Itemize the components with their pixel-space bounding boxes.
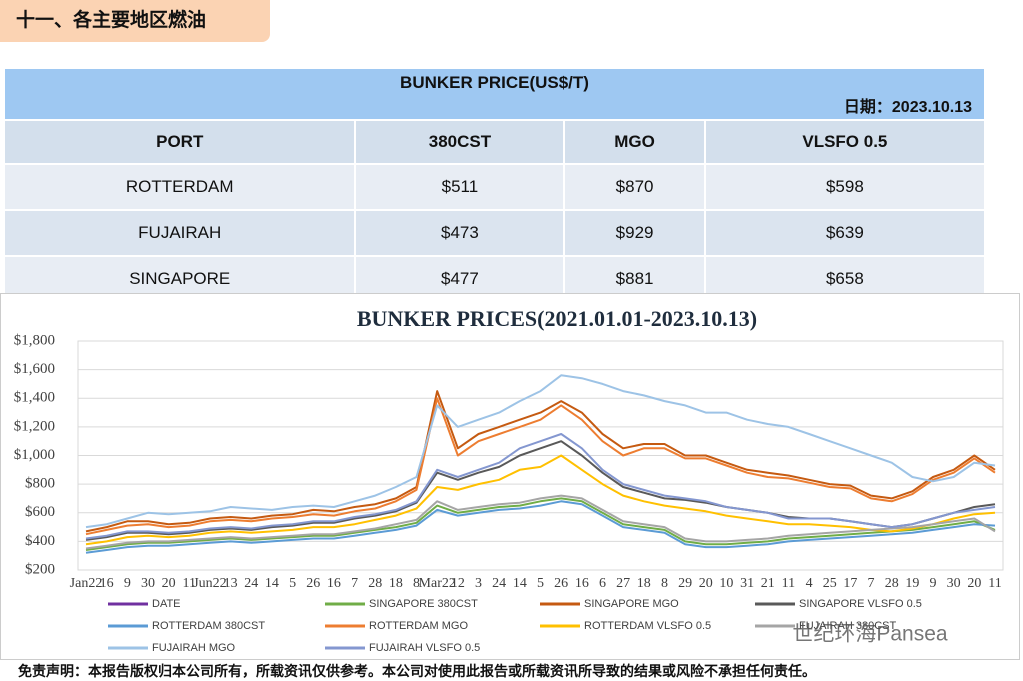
y-tick-label: $600 bbox=[25, 504, 55, 520]
x-tick-label: 28 bbox=[368, 576, 382, 591]
x-tick-label: 31 bbox=[740, 576, 754, 591]
x-tick-label: 18 bbox=[637, 576, 651, 591]
x-tick-label: 16 bbox=[327, 576, 341, 591]
x-tick-label: 26 bbox=[306, 576, 320, 591]
x-tick-label: 16 bbox=[575, 576, 589, 591]
table-title: BUNKER PRICE(US$/T) bbox=[400, 73, 589, 92]
column-header: PORT bbox=[5, 121, 357, 163]
x-tick-label: 5 bbox=[537, 576, 544, 591]
table-cell: ROTTERDAM bbox=[5, 165, 357, 209]
x-tick-label: 18 bbox=[389, 576, 403, 591]
series-line bbox=[85, 497, 996, 551]
x-tick-label: 19 bbox=[905, 576, 919, 591]
table-cell: $473 bbox=[356, 211, 566, 255]
legend-label: SINGAPORE VLSFO 0.5 bbox=[799, 598, 922, 610]
watermark: 世纪环海Pansea bbox=[792, 623, 948, 646]
price-table: BUNKER PRICE(US$/T) 日期：2023.10.13 PORT 38… bbox=[5, 67, 986, 303]
x-tick-label: 20 bbox=[699, 576, 713, 591]
x-tick-label: 17 bbox=[843, 576, 857, 591]
y-tick-label: $400 bbox=[25, 533, 55, 549]
series-line bbox=[85, 433, 996, 540]
x-tick-label: 24 bbox=[492, 576, 506, 591]
x-tick-label: 12 bbox=[451, 576, 465, 591]
series-line bbox=[85, 397, 996, 536]
table-cell: $929 bbox=[565, 211, 706, 255]
table-date: 日期：2023.10.13 bbox=[843, 99, 972, 116]
table-cell: $511 bbox=[356, 165, 566, 209]
x-tick-label: 11 bbox=[782, 576, 795, 591]
legend-label: DATE bbox=[152, 598, 181, 610]
section-title: 十一、各主要地区燃油 bbox=[0, 0, 270, 42]
chart: BUNKER PRICES(2021.01.01-2023.10.13) $20… bbox=[0, 293, 1020, 660]
table-row: ROTTERDAM $511 $870 $598 bbox=[5, 165, 986, 209]
x-tick-label: Jun22 bbox=[193, 576, 226, 591]
table-cell: $870 bbox=[565, 165, 706, 209]
table-title-cell: BUNKER PRICE(US$/T) 日期：2023.10.13 bbox=[5, 69, 986, 119]
column-header: VLSFO 0.5 bbox=[705, 121, 986, 163]
table-row: FUJAIRAH $473 $929 $639 bbox=[5, 211, 986, 255]
x-tick-label: 11 bbox=[183, 576, 196, 591]
column-header: MGO bbox=[565, 121, 706, 163]
x-tick-label: 13 bbox=[224, 576, 238, 591]
x-tick-label: 14 bbox=[265, 576, 279, 591]
x-tick-label: 9 bbox=[124, 576, 131, 591]
series-line bbox=[85, 494, 996, 550]
x-tick-label: 10 bbox=[719, 576, 733, 591]
series-line bbox=[85, 374, 996, 529]
x-tick-label: 11 bbox=[988, 576, 1001, 591]
x-tick-label: 21 bbox=[761, 576, 775, 591]
x-tick-label: 6 bbox=[599, 576, 606, 591]
column-header: 380CST bbox=[356, 121, 566, 163]
chart-frame bbox=[0, 293, 1020, 660]
y-tick-label: $200 bbox=[25, 561, 55, 577]
y-tick-label: $1,000 bbox=[14, 447, 55, 463]
legend-label: FUJAIRAH 380CST bbox=[799, 620, 896, 632]
x-tick-label: 8 bbox=[661, 576, 668, 591]
series-line bbox=[85, 454, 996, 546]
x-tick-label: 7 bbox=[351, 576, 358, 591]
disclaimer: 免责声明：本报告版权归本公司所有，所载资讯仅供参考。本公司对使用此报告或所载资讯… bbox=[18, 663, 816, 679]
x-tick-label: 20 bbox=[162, 576, 176, 591]
x-tick-label: 8 bbox=[413, 576, 420, 591]
x-tick-label: 14 bbox=[513, 576, 527, 591]
table-cell: $639 bbox=[705, 211, 986, 255]
y-tick-label: $1,800 bbox=[14, 332, 55, 348]
x-tick-label: 25 bbox=[823, 576, 837, 591]
x-tick-label: 29 bbox=[678, 576, 692, 591]
x-tick-label: 3 bbox=[475, 576, 482, 591]
y-tick-label: $1,200 bbox=[14, 418, 55, 434]
x-tick-label: 9 bbox=[930, 576, 937, 591]
table-cell: $598 bbox=[705, 165, 986, 209]
legend-label: FUJAIRAH VLSFO 0.5 bbox=[369, 642, 480, 654]
legend-label: SINGAPORE 380CST bbox=[369, 598, 478, 610]
x-tick-label: 28 bbox=[885, 576, 899, 591]
x-tick-label: 7 bbox=[868, 576, 875, 591]
x-tick-label: 30 bbox=[141, 576, 155, 591]
legend-label: ROTTERDAM MGO bbox=[369, 620, 468, 632]
series-line bbox=[85, 500, 996, 554]
y-tick-label: $1,400 bbox=[14, 390, 55, 406]
x-tick-label: Mar22 bbox=[419, 576, 456, 591]
legend-label: ROTTERDAM 380CST bbox=[152, 620, 265, 632]
legend-label: SINGAPORE MGO bbox=[584, 598, 679, 610]
x-tick-label: 20 bbox=[967, 576, 981, 591]
table-row: SINGAPORE $477 $881 $658 bbox=[5, 257, 986, 301]
legend-label: ROTTERDAM VLSFO 0.5 bbox=[584, 620, 711, 632]
y-tick-label: $800 bbox=[25, 476, 55, 492]
x-tick-label: 27 bbox=[616, 576, 630, 591]
x-tick-label: 4 bbox=[806, 576, 813, 591]
header-row: PORT 380CST MGO VLSFO 0.5 bbox=[5, 121, 986, 163]
chart-title: BUNKER PRICES(2021.01.01-2023.10.13) bbox=[357, 306, 757, 331]
y-tick-label: $1,600 bbox=[14, 361, 55, 377]
x-tick-label: 24 bbox=[244, 576, 258, 591]
legend-label: FUJAIRAH MGO bbox=[152, 642, 236, 654]
series-line bbox=[85, 390, 996, 533]
table-cell: FUJAIRAH bbox=[5, 211, 357, 255]
x-tick-label: 30 bbox=[947, 576, 961, 591]
x-tick-label: 5 bbox=[289, 576, 296, 591]
x-tick-label: 26 bbox=[554, 576, 568, 591]
x-tick-label: 16 bbox=[100, 576, 114, 591]
x-tick-label: Jan22 bbox=[70, 576, 103, 591]
